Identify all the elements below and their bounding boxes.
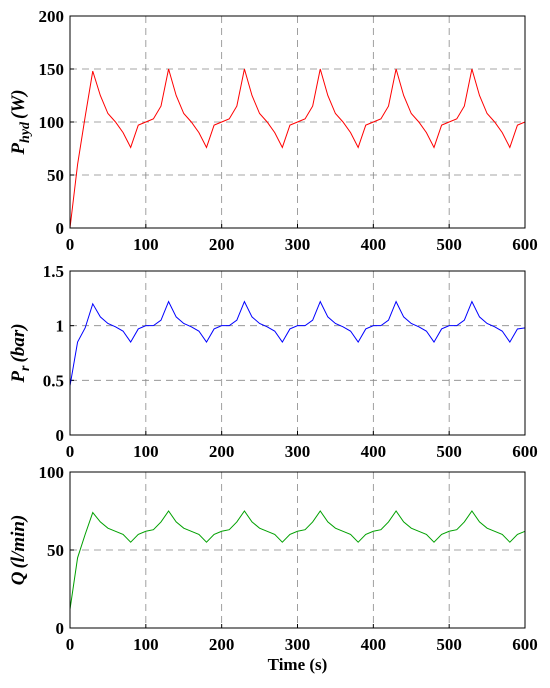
x-tick-label: 200 <box>209 635 235 654</box>
x-tick-label: 100 <box>133 635 159 654</box>
subplot: 0 100 200 300 400 500 600 0 0.5 1 1.5 Pr (bar) <box>8 262 538 461</box>
data-line <box>69 68 526 229</box>
y-label-main: P <box>8 143 29 156</box>
x-tick-label: 600 <box>512 442 538 461</box>
subplot: 0 100 200 300 400 500 600 0 50 100 150 200 Phyd (W) <box>8 7 538 254</box>
x-tick-label: 0 <box>66 442 75 461</box>
x-tick-label: 400 <box>361 442 387 461</box>
x-tick-label: 500 <box>436 635 462 654</box>
x-tick-label: 0 <box>66 235 75 254</box>
plot-frame <box>69 15 526 229</box>
x-tick-label: 500 <box>436 442 462 461</box>
y-label-unit: (W) <box>8 89 29 119</box>
plot-frame <box>69 471 526 629</box>
x-axis-label: Time (s) <box>268 655 328 674</box>
y-axis-label: Pr (bar) <box>8 323 33 383</box>
x-tick-label: 200 <box>209 442 235 461</box>
x-tick-label: 600 <box>512 635 538 654</box>
x-tick-label: 100 <box>133 442 159 461</box>
y-tick-label: 50 <box>47 541 64 560</box>
y-tick-label: 0 <box>56 426 65 445</box>
y-label-unit: (bar) <box>8 323 29 362</box>
x-tick-label: 200 <box>209 235 235 254</box>
y-tick-label: 0 <box>56 219 65 238</box>
x-tick-label: 0 <box>66 635 75 654</box>
x-tick-label: 600 <box>512 235 538 254</box>
x-tick-label: 400 <box>361 235 387 254</box>
y-tick-label: 100 <box>39 463 65 482</box>
subplot: 0 100 200 300 400 500 600 0 50 100 Q (l/min) Time (s… <box>8 463 538 674</box>
x-tick-label: 100 <box>133 235 159 254</box>
y-tick-label: 50 <box>47 166 64 185</box>
y-tick-label: 0 <box>56 619 65 638</box>
y-tick-label: 1.5 <box>43 262 64 281</box>
x-tick-label: 500 <box>436 235 462 254</box>
y-label-sub: r <box>18 365 33 371</box>
plot-frame <box>69 270 526 436</box>
x-tick-label: 300 <box>285 235 311 254</box>
x-tick-label: 300 <box>285 635 311 654</box>
y-tick-label: 150 <box>39 60 65 79</box>
y-axis-label: Phyd (W) <box>8 89 33 155</box>
x-tick-label: 400 <box>361 635 387 654</box>
y-label-main: Q <box>8 571 29 585</box>
data-line <box>69 300 526 386</box>
y-label-sub: hyd <box>18 121 33 143</box>
y-tick-label: 100 <box>39 113 65 132</box>
y-tick-label: 0.5 <box>43 371 64 390</box>
x-tick-label: 300 <box>285 442 311 461</box>
data-line <box>69 510 526 610</box>
y-axis-label: Q (l/min) <box>8 515 29 586</box>
y-tick-label: 200 <box>39 7 65 26</box>
y-label-main: P <box>8 371 29 384</box>
y-tick-label: 1 <box>56 317 65 336</box>
y-label-unit: (l/min) <box>8 515 29 569</box>
